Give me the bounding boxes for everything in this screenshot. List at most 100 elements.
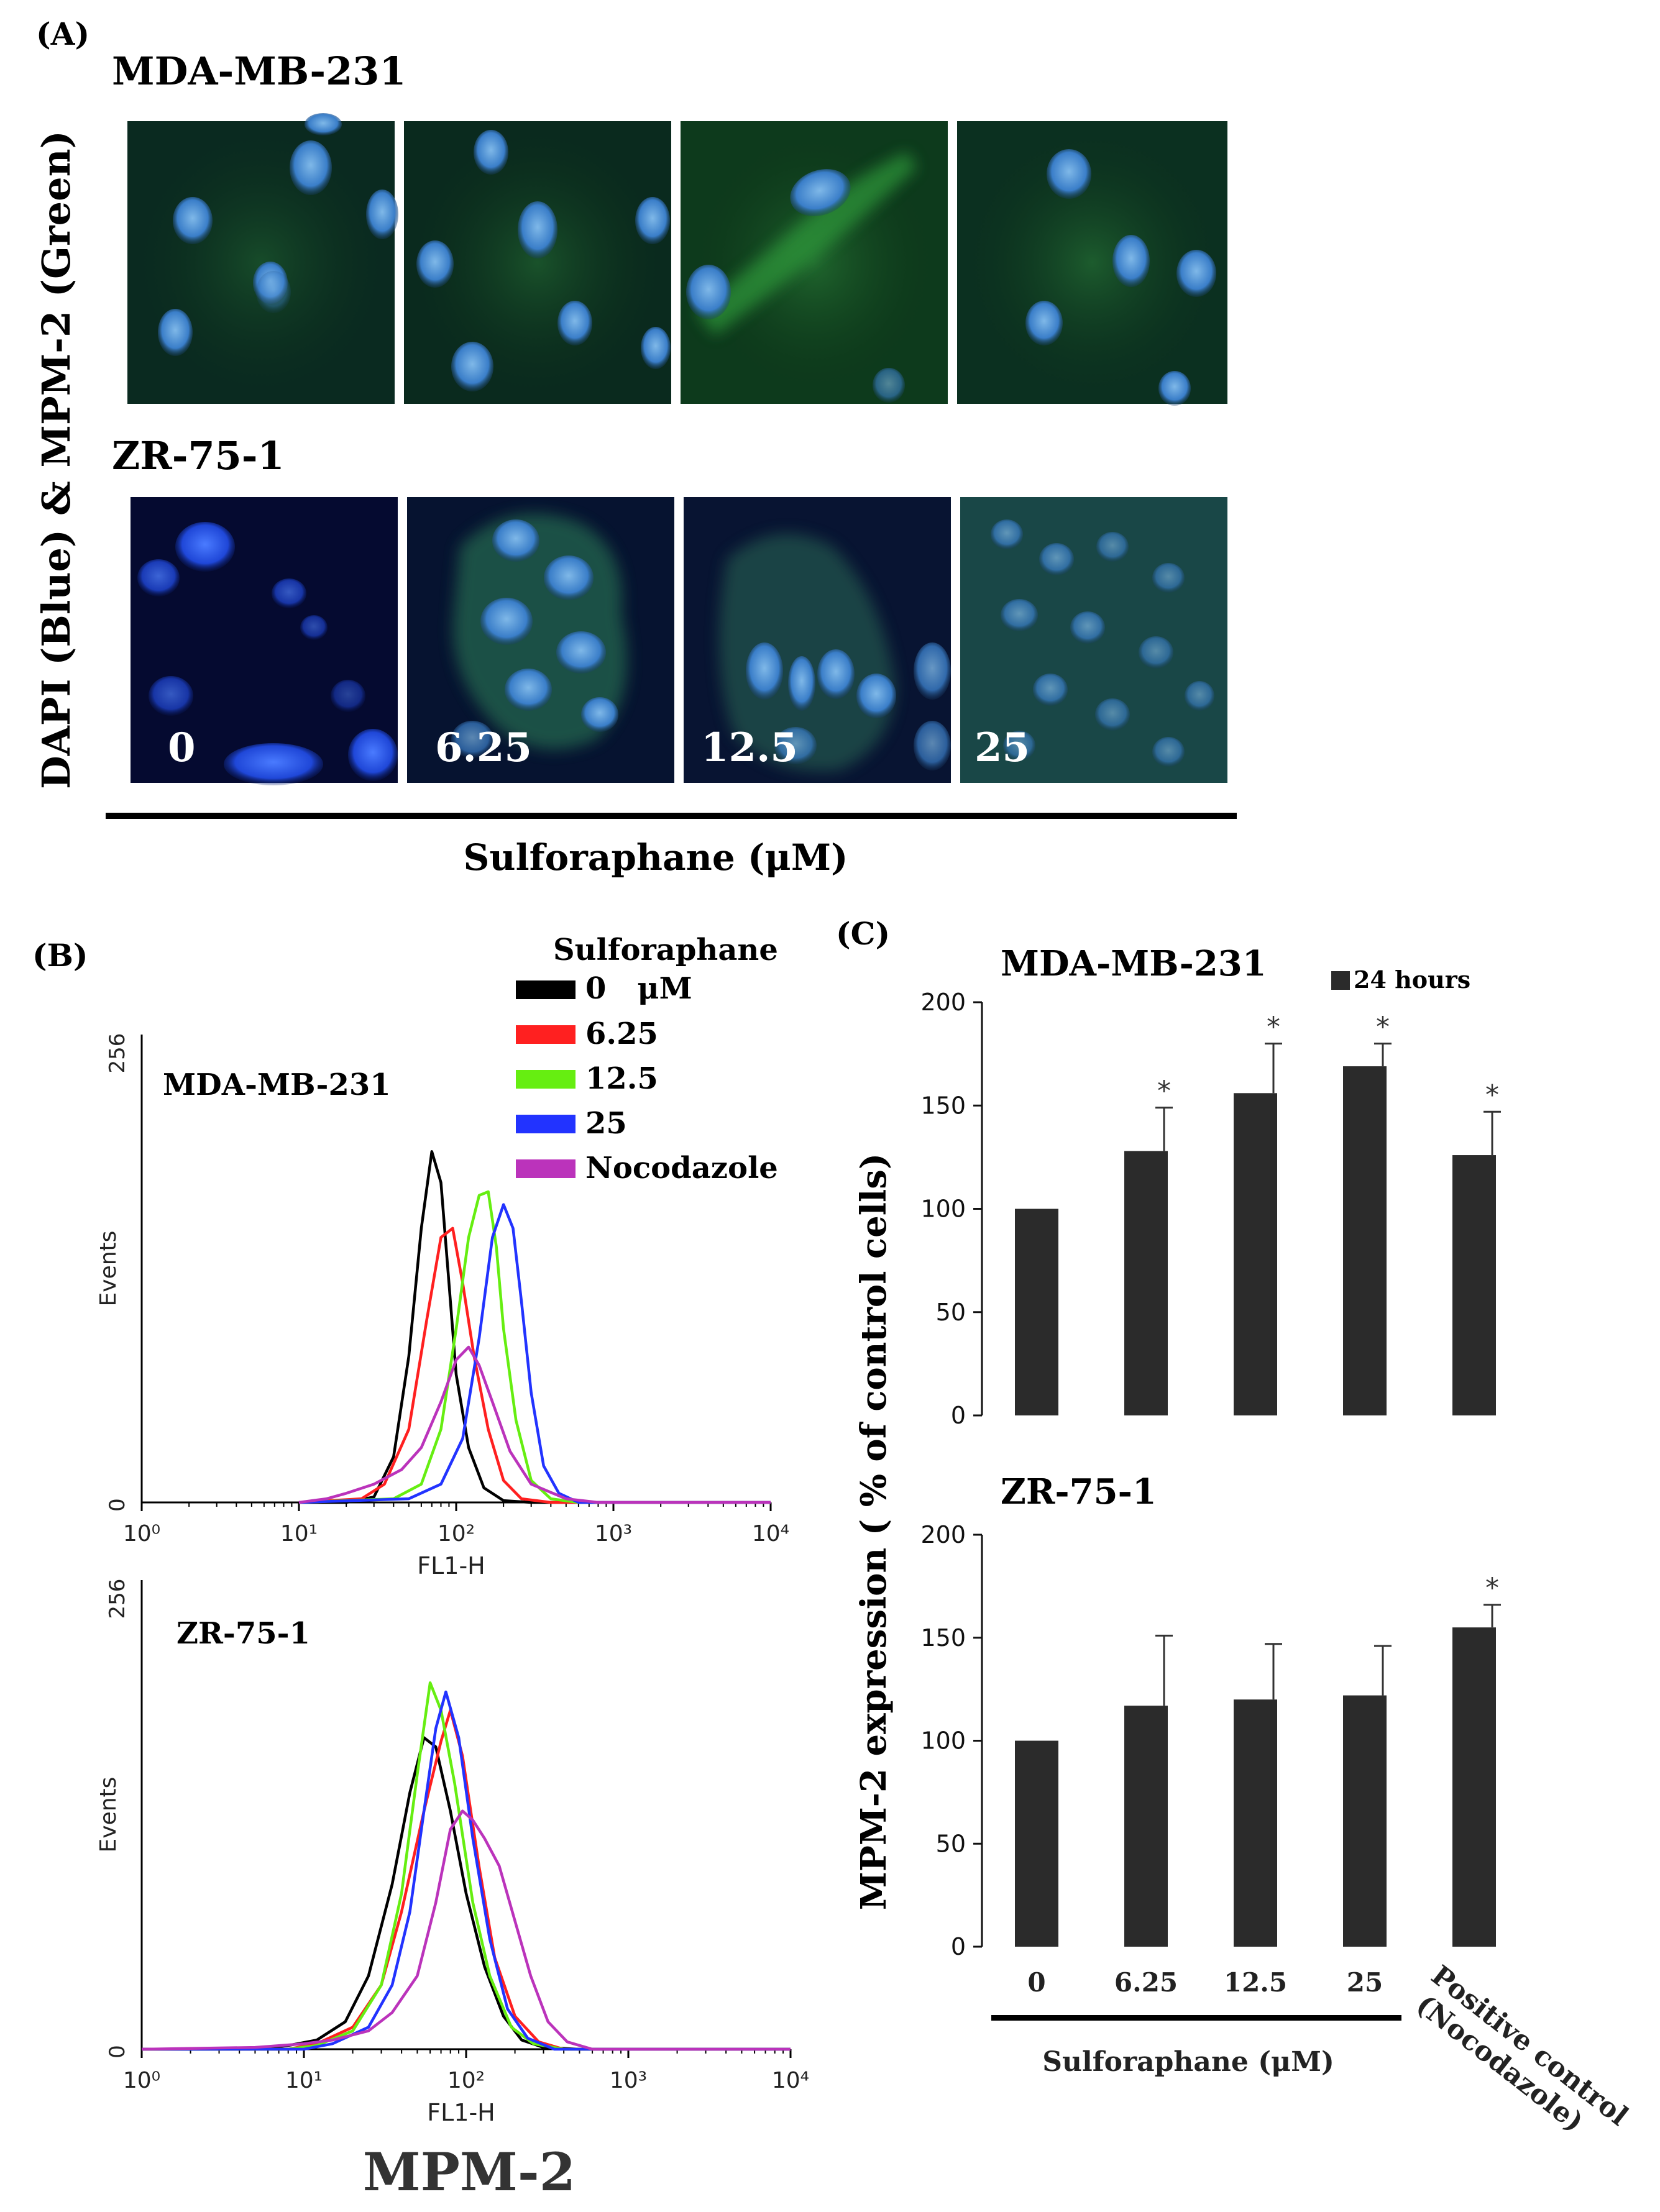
panel-a-conc-1: 6.25 (435, 724, 532, 771)
legend-label-4: Nocodazole (585, 1151, 778, 1186)
micrograph-mda-1 (127, 113, 398, 404)
bar-y-tick-label: 50 (936, 1830, 966, 1857)
bar-legend-swatch (1331, 971, 1350, 990)
histo-x-tick-label: 10² (447, 2068, 485, 2093)
panel-a-label: (A) (36, 16, 89, 52)
histo-y-tick-label: 0 (105, 2045, 130, 2059)
histo-x-tick-label: 10⁴ (752, 1521, 789, 1547)
micrograph-mda-4 (957, 121, 1227, 406)
histo-title: ZR-75-1 (177, 1616, 310, 1651)
panel-a-conc-3: 25 (974, 724, 1030, 771)
histo-series-2 (142, 1681, 791, 2051)
bar-y-tick-label: 100 (920, 1195, 966, 1223)
positive-control-label: Positive control(Nocodazole) (1405, 1959, 1634, 2157)
micrograph-row-zr (131, 497, 1227, 785)
micrograph-zr-1 (131, 497, 398, 785)
bar-y-tick-label: 200 (920, 989, 966, 1016)
panel-a-conc-2: 12.5 (701, 724, 798, 771)
bar-y-tick-label: 150 (920, 1092, 966, 1119)
bar-4 (1452, 1627, 1496, 1947)
bar-0 (1015, 1740, 1058, 1947)
panel-c-ylabel: MPM-2 expression ( % of control cells) (853, 1153, 894, 1911)
legend-item-3: 25 (516, 1106, 627, 1141)
bar-y-tick-label: 200 (920, 1521, 966, 1548)
histo-xlabel: FL1-H (417, 1552, 485, 1579)
histo-y-tick-label: 256 (105, 1033, 130, 1074)
panel-b-legend: Sulforaphane 0 μM 6.25 12.5 25 Nocodazol… (516, 933, 778, 1186)
bar-y-tick-label: 100 (920, 1727, 966, 1755)
histo-ylabel: Events (96, 1777, 121, 1853)
legend-item-1: 6.25 (516, 1017, 658, 1051)
histo-series-1 (142, 1709, 791, 2051)
histo-x-tick-label: 10³ (595, 1521, 632, 1547)
panel-a-ylabel: DAPI (Blue) & MPM-2 (Green) (34, 130, 79, 789)
significance-marker-4: * (1485, 1079, 1499, 1111)
histo-series-2 (298, 1190, 771, 1504)
bar-x-tick-label: 12.5 (1224, 1967, 1287, 1998)
legend-item-4: Nocodazole (516, 1151, 778, 1186)
micrograph-mda-3 (681, 121, 948, 404)
histo-x-tick-label: 10³ (610, 2068, 647, 2093)
histo-series-0 (142, 1736, 791, 2051)
significance-marker-3: * (1376, 1012, 1390, 1043)
panel-b-label: (B) (32, 937, 88, 974)
micrograph-row-mda (127, 113, 1227, 406)
histo-title: MDA-MB-231 (163, 1067, 391, 1102)
bar-x-tick-label: 25 (1347, 1967, 1383, 1998)
bar-bracket-line (991, 2015, 1401, 2021)
bar-0 (1015, 1209, 1058, 1415)
histo-y-tick-label: 0 (105, 1498, 130, 1512)
significance-marker-1: * (1157, 1076, 1171, 1107)
bar-chart-zr-75-1: 0 50 100 150 200 ZR-75-1 * 0 6.25 12.5 25 Sulforaph… (920, 1471, 1634, 2157)
legend-swatch-1 (516, 1025, 575, 1044)
histo-x-tick-label: 10⁰ (123, 1521, 160, 1547)
histo-series-1 (298, 1227, 771, 1504)
bar-3 (1343, 1695, 1387, 1947)
legend-swatch-4 (516, 1159, 575, 1178)
bar-2 (1234, 1699, 1277, 1947)
panel-a-conc-0: 0 (168, 724, 196, 771)
bar-y-tick-label: 0 (951, 1402, 966, 1429)
legend-swatch-2 (516, 1070, 575, 1089)
panel-a-row2-label: ZR-75-1 (112, 433, 285, 478)
histo-series-3 (298, 1203, 771, 1504)
panel-b-bottom-label: MPM-2 (363, 2141, 575, 2203)
bar-4 (1452, 1155, 1496, 1415)
bar-y-tick-label: 0 (951, 1933, 966, 1960)
micrograph-zr-2 (407, 497, 674, 783)
significance-marker-4: * (1485, 1573, 1499, 1604)
legend-title: Sulforaphane (553, 933, 778, 967)
panel-a-bracket-line (106, 813, 1237, 819)
bar-legend-label: 24 hours (1354, 966, 1470, 994)
bar-xlabel: Sulforaphane (μM) (1042, 2046, 1334, 2078)
panel-a-row1-label: MDA-MB-231 (112, 48, 406, 94)
micrograph-mda-2 (404, 121, 671, 404)
histo-xlabel: FL1-H (427, 2099, 495, 2126)
bar-1 (1124, 1151, 1168, 1415)
histo-y-tick-label: 256 (105, 1579, 130, 1619)
histo-ylabel: Events (96, 1231, 121, 1307)
bar-2 (1234, 1093, 1277, 1415)
bar-3 (1343, 1066, 1387, 1415)
bar-x-tick-label: 6.25 (1114, 1967, 1178, 1998)
legend-label-0: 0 μM (585, 971, 692, 1006)
legend-label-2: 12.5 (585, 1061, 658, 1096)
histo-x-tick-label: 10⁰ (123, 2068, 160, 2093)
bar-y-tick-label: 150 (920, 1624, 966, 1652)
legend-label-3: 25 (585, 1106, 627, 1141)
histogram-mda-mb-231: 10⁰ 10¹ 10² 10³ 10⁴ 0 256 Events FL1-H MDA-MB-231 (96, 1033, 789, 1579)
legend-item-0: 0 μM (516, 971, 692, 1006)
bar-chart-title: MDA-MB-231 (1001, 943, 1267, 984)
significance-marker-2: * (1267, 1012, 1280, 1043)
histo-series-0 (299, 1150, 771, 1504)
histo-x-tick-label: 10² (438, 1521, 475, 1547)
histo-series-4 (298, 1345, 771, 1504)
legend-item-2: 12.5 (516, 1061, 658, 1096)
bar-chart-title: ZR-75-1 (1001, 1471, 1157, 1512)
histo-x-tick-label: 10¹ (280, 1521, 318, 1547)
legend-swatch-3 (516, 1115, 575, 1133)
bar-x-tick-label: 0 (1027, 1967, 1045, 1998)
histo-x-tick-label: 10¹ (285, 2068, 323, 2093)
